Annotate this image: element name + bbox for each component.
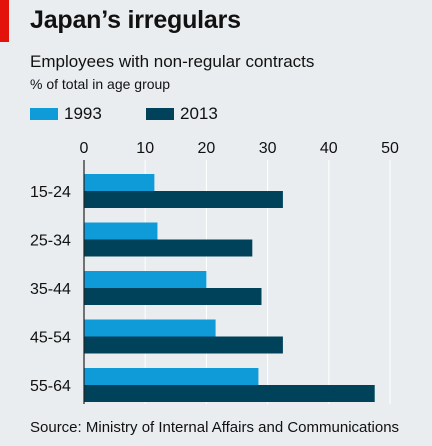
bar-2013-15-24	[84, 191, 283, 208]
legend-label-1993: 1993	[64, 104, 102, 123]
y-category-label-55-64: 55-64	[30, 378, 71, 395]
legend-swatch-1993	[30, 108, 58, 120]
source-note: Source: Ministry of Internal Affairs and…	[30, 419, 400, 436]
x-tick-label-30: 30	[259, 140, 277, 157]
legend-swatch-2013	[146, 108, 174, 120]
bar-1993-25-34	[84, 222, 158, 240]
x-tick-label-0: 0	[80, 140, 89, 157]
y-category-label-45-54: 45-54	[30, 330, 71, 347]
y-category-label-25-34: 25-34	[30, 233, 71, 250]
y-category-label-15-24: 15-24	[30, 184, 71, 201]
bar-2013-35-44	[84, 288, 262, 305]
chart-unit-label: % of total in age group	[30, 76, 171, 92]
bar-1993-45-54	[84, 319, 216, 337]
y-category-label-35-44: 35-44	[30, 281, 71, 298]
bar-1993-35-44	[84, 271, 207, 288]
bar-2013-25-34	[84, 239, 253, 257]
x-tick-label-50: 50	[381, 140, 399, 157]
bar-1993-15-24	[84, 174, 155, 191]
bar-1993-55-64	[84, 368, 259, 385]
chart-title: Japan’s irregulars	[30, 6, 241, 34]
brand-red-tab	[0, 0, 9, 42]
chart-subtitle: Employees with non-regular contracts	[30, 52, 315, 71]
x-tick-label-40: 40	[320, 140, 338, 157]
bar-2013-45-54	[84, 336, 283, 354]
bar-2013-55-64	[84, 385, 375, 402]
x-tick-label-20: 20	[198, 140, 216, 157]
legend-label-2013: 2013	[180, 104, 218, 123]
x-tick-label-10: 10	[136, 140, 154, 157]
